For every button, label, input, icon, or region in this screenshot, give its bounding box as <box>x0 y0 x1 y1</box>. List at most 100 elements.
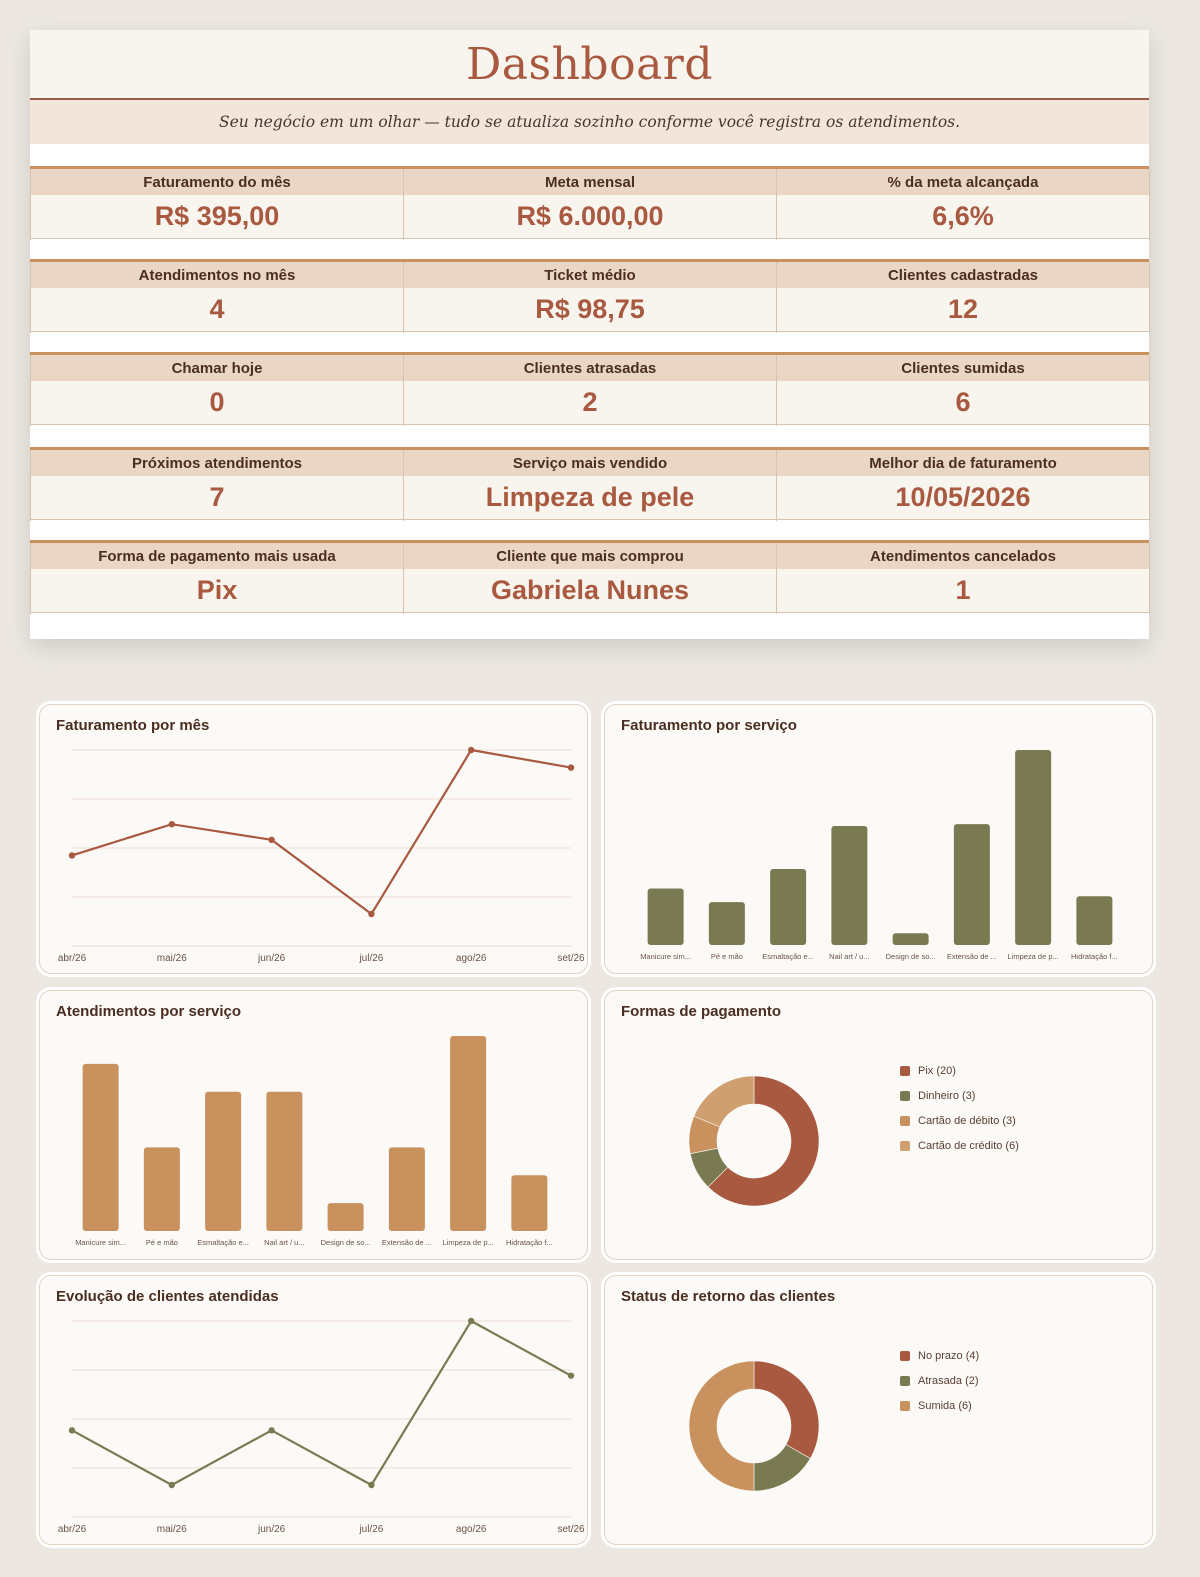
tick-label: Extensão de ... <box>947 952 997 961</box>
kpi-card: Melhor dia de faturamento 10/05/2026 <box>776 450 1150 521</box>
kpi-card: Forma de pagamento mais usada Pix <box>30 543 404 614</box>
appointments-by-service-chart: Manicure sim... Pé e mão Esmaltação e... Na… <box>75 1036 553 1247</box>
tick-label: ago/26 <box>456 953 487 964</box>
kpi-label: % da meta alcançada <box>777 169 1149 195</box>
kpi-value: 10/05/2026 <box>777 476 1149 520</box>
kpi-label: Próximos atendimentos <box>31 450 403 476</box>
data-point <box>468 1317 475 1325</box>
kpi-value: R$ 395,00 <box>31 195 403 239</box>
tick-label: set/26 <box>557 953 585 964</box>
data-point <box>68 1427 76 1434</box>
tick-label: set/26 <box>557 1524 585 1535</box>
kpi-label: Ticket médio <box>404 262 776 288</box>
bar <box>266 1091 303 1231</box>
kpi-label: Chamar hoje <box>31 355 403 381</box>
bar <box>708 902 745 945</box>
legend-label: Dinheiro (3) <box>918 1089 976 1102</box>
tick-label: Hidratação f... <box>506 1238 553 1247</box>
kpi-label: Melhor dia de faturamento <box>777 450 1149 476</box>
tick-label: Hidratação f... <box>1071 952 1118 961</box>
data-point <box>168 1481 175 1489</box>
chart-title: Status de retorno das clientes <box>621 1288 836 1305</box>
tick-label: Esmaltação e... <box>197 1238 249 1247</box>
data-point <box>268 1427 275 1434</box>
data-point <box>567 764 575 771</box>
tick-label: jun/26 <box>257 1524 286 1535</box>
tick-label: Design de so... <box>886 952 936 961</box>
kpi-label: Forma de pagamento mais usada <box>31 543 403 569</box>
tick-label: Limpeza de p... <box>442 1238 493 1247</box>
data-point <box>368 1481 375 1489</box>
bar <box>953 824 990 945</box>
tick-label: Extensão de ... <box>382 1238 432 1247</box>
series-line <box>71 1319 572 1487</box>
legend-label: Cartão de débito (3) <box>918 1114 1016 1127</box>
tick-label: jul/26 <box>358 953 383 964</box>
kpi-value: 4 <box>31 288 403 332</box>
bar <box>450 1036 487 1231</box>
kpi-card: % da meta alcançada 6,6% <box>776 169 1150 240</box>
kpi-label: Atendimentos no mês <box>31 262 403 288</box>
kpi-value: Gabriela Nunes <box>404 569 776 613</box>
chart-title: Formas de pagamento <box>621 1003 782 1020</box>
revenue-by-service-card: Faturamento por serviço Manicure sim... P… <box>604 704 1153 974</box>
tick-label: jun/26 <box>257 953 286 964</box>
kpi-value: 6,6% <box>777 195 1149 239</box>
tick-label: ago/26 <box>456 1524 487 1535</box>
pie-slice <box>707 1075 820 1207</box>
payment-methods-chart <box>688 1075 820 1207</box>
legend-swatch <box>900 1115 910 1126</box>
legend-label: Atrasada (2) <box>918 1374 979 1387</box>
series-line <box>71 748 572 916</box>
legend-item: Atrasada (2) <box>900 1368 979 1393</box>
bar <box>388 1147 425 1231</box>
kpi-label: Faturamento do mês <box>31 169 403 195</box>
tick-label: Pé e mão <box>146 1238 178 1247</box>
kpi-card: Faturamento do mês R$ 395,00 <box>30 169 404 240</box>
kpi-row: Atendimentos no mês 4 Ticket médio R$ 98,75… <box>30 259 1150 333</box>
return-status-card: Status de retorno das clientes No prazo … <box>604 1275 1153 1545</box>
kpi-value: R$ 98,75 <box>404 288 776 332</box>
kpi-label: Clientes atrasadas <box>404 355 776 381</box>
legend-item: Dinheiro (3) <box>900 1083 1019 1108</box>
data-point <box>68 852 76 859</box>
return-status-chart <box>688 1360 820 1492</box>
tick-label: Esmaltação e... <box>762 952 814 961</box>
bar <box>770 868 807 945</box>
legend-swatch <box>900 1375 910 1386</box>
pie-slice <box>693 1075 755 1128</box>
bar <box>327 1203 364 1231</box>
legend-swatch <box>900 1400 910 1411</box>
page-title: Dashboard <box>465 38 713 90</box>
kpi-label: Clientes sumidas <box>777 355 1149 381</box>
legend-label: Cartão de crédito (6) <box>918 1139 1019 1152</box>
kpi-row: Chamar hoje 0 Clientes atrasadas 2 Clientes … <box>30 352 1150 426</box>
tick-label: Manicure sim... <box>640 952 691 961</box>
kpi-value: 2 <box>404 381 776 425</box>
bar <box>143 1147 180 1231</box>
bar <box>831 826 868 945</box>
revenue-by-month-card: Faturamento por mês abr/26 mai/26 jun/26 ju… <box>39 704 588 974</box>
data-point <box>168 820 175 828</box>
tick-label: jul/26 <box>358 1524 383 1535</box>
kpi-value: 6 <box>777 381 1149 425</box>
legend-swatch <box>900 1090 910 1101</box>
chart-title: Faturamento por serviço <box>621 717 797 734</box>
bar <box>205 1091 242 1231</box>
data-point <box>567 1372 575 1379</box>
kpi-value: 7 <box>31 476 403 520</box>
kpi-card: Clientes atrasadas 2 <box>403 355 777 426</box>
data-point <box>268 836 275 844</box>
kpi-card: Clientes sumidas 6 <box>776 355 1150 426</box>
bar <box>1076 896 1113 945</box>
bar <box>1015 750 1052 945</box>
tick-label: mai/26 <box>157 1524 187 1535</box>
clients-evolution-chart: abr/26 mai/26 jun/26 jul/26 ago/26 set/26 <box>58 1317 585 1535</box>
kpi-row: Próximos atendimentos 7 Serviço mais vendi… <box>30 447 1150 521</box>
legend-swatch <box>900 1140 910 1151</box>
legend-label: Pix (20) <box>918 1064 956 1077</box>
tick-label: Limpeza de p... <box>1007 952 1058 961</box>
chart-legend: Pix (20) Dinheiro (3) Cartão de débito (3)… <box>900 1058 1019 1158</box>
revenue-by-service-chart: Manicure sim... Pé e mão Esmaltação e... Na… <box>640 750 1118 961</box>
tick-label: Pé e mão <box>711 952 743 961</box>
